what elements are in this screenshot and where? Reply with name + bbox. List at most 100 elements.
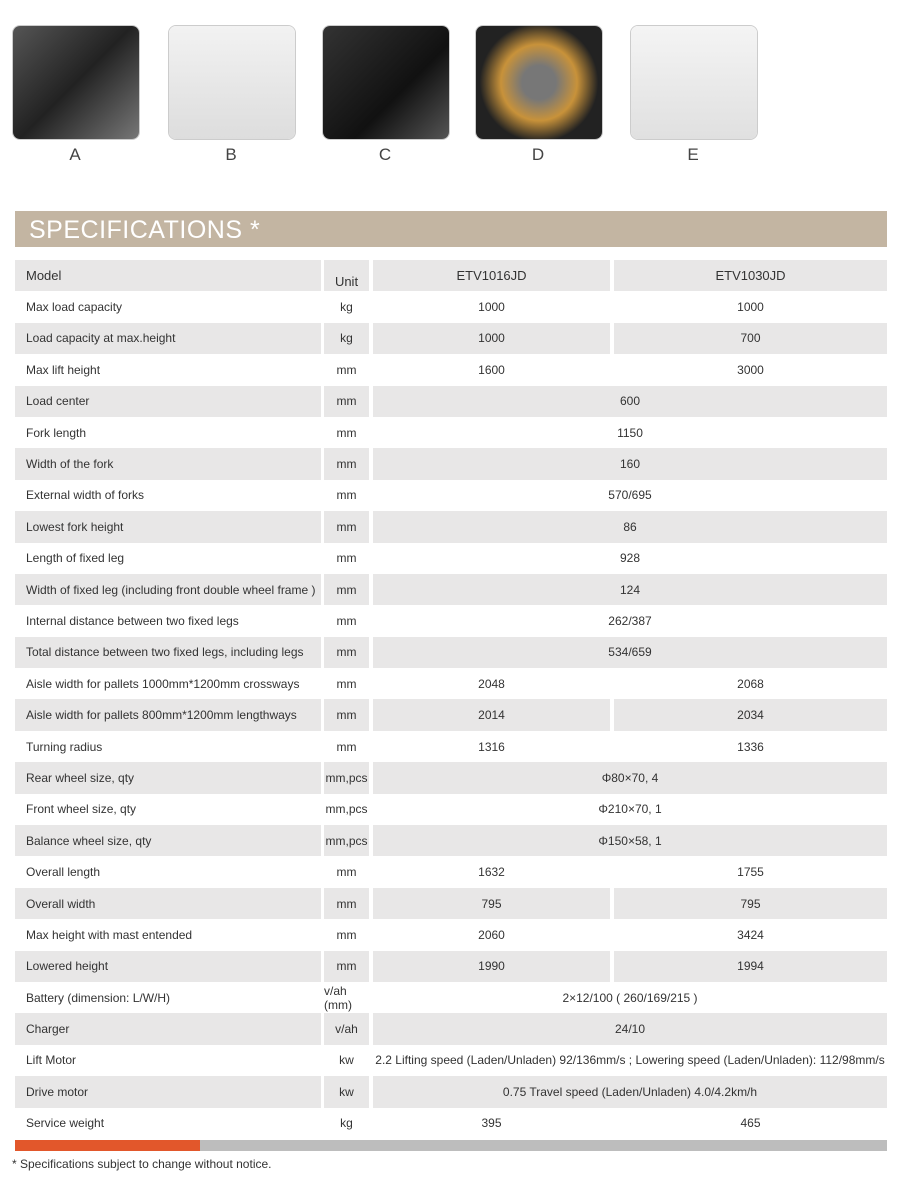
value-shared: 24/10 xyxy=(373,1013,887,1045)
spec-table: Model Unit ETV1016JD ETV1030JD Max load … xyxy=(15,260,887,1139)
section-title: SPECIFICATIONS * xyxy=(29,216,261,244)
component-photo xyxy=(476,26,602,139)
spec-unit: mm,pcs xyxy=(324,825,369,857)
value-shared: 2.2 Lifting speed (Laden/Unladen) 92/136… xyxy=(375,1053,885,1068)
table-row: Balance wheel size, qty mm,pcs Φ150×58, 1 xyxy=(15,825,887,857)
footer-bar xyxy=(200,1140,887,1151)
table-row: Overall length mm 1632 1755 xyxy=(15,856,887,887)
value-shared: 1150 xyxy=(617,425,643,440)
header-model-2: ETV1030JD xyxy=(614,260,887,292)
value-model-2: 3000 xyxy=(737,362,764,377)
spec-unit: mm xyxy=(324,699,369,731)
value-model-1: 2060 xyxy=(478,927,505,942)
table-row: Total distance between two fixed legs, i… xyxy=(15,636,887,669)
spec-label: Lift Motor xyxy=(26,1053,77,1068)
value-shared: 124 xyxy=(373,573,887,606)
table-row: Max load capacity kg 1000 1000 xyxy=(15,291,887,322)
table-row: Max lift height mm 1600 3000 xyxy=(15,354,887,385)
value-model-1: 1990 xyxy=(373,950,610,982)
value-model-1: 2048 xyxy=(478,676,505,691)
spec-label: Overall width xyxy=(15,887,321,920)
value-model-2: 1336 xyxy=(737,739,764,754)
value-model-2: 1994 xyxy=(614,950,887,982)
value-model-2: 700 xyxy=(614,322,887,355)
spec-unit: v/ah (mm) xyxy=(324,983,352,1012)
value-shared: 160 xyxy=(373,448,887,480)
value-model-1: 395 xyxy=(481,1116,502,1131)
value-model-2: 2068 xyxy=(737,676,764,691)
spec-unit: kg xyxy=(324,322,369,355)
spec-unit: mm xyxy=(336,927,357,942)
spec-label: Charger xyxy=(15,1013,321,1045)
spec-label: Aisle width for pallets 800mm*1200mm len… xyxy=(15,699,321,731)
spec-label: Front wheel size, qty xyxy=(26,802,137,817)
thumbnail-label: E xyxy=(687,145,699,164)
table-row: Lift Motor kw 2.2 Lifting speed (Laden/Unl… xyxy=(15,1045,887,1076)
table-row: Width of the fork mm 160 xyxy=(15,448,887,480)
table-row: Front wheel size, qty mm,pcs Φ210×70, 1 xyxy=(15,794,887,825)
spec-label: Service weight xyxy=(26,1116,105,1131)
spec-label: External width of forks xyxy=(26,488,145,503)
value-model-2: 1000 xyxy=(737,300,764,315)
table-row: Lowest fork height mm 86 xyxy=(15,511,887,543)
value-shared: 570/695 xyxy=(608,488,652,503)
spec-label: Max lift height xyxy=(26,362,101,377)
spec-unit: mm xyxy=(324,636,369,669)
value-shared: 928 xyxy=(619,551,641,566)
accent-bar xyxy=(15,1140,200,1151)
thumbnail-label: B xyxy=(225,145,237,164)
table-row: Max height with mast entended mm 2060 3424 xyxy=(15,919,887,950)
table-row: Lowered height mm 1990 1994 xyxy=(15,950,887,982)
component-photo xyxy=(631,26,757,139)
table-row: Turning radius mm 1316 1336 xyxy=(15,731,887,762)
table-row: Drive motor kw 0.75 Travel speed (Laden/Un… xyxy=(15,1076,887,1108)
spec-label: Width of fixed leg (including front doub… xyxy=(15,573,321,606)
spec-label: Balance wheel size, qty xyxy=(15,825,321,857)
footnote: * Specifications subject to change witho… xyxy=(12,1157,272,1171)
value-shared: Φ150×58, 1 xyxy=(373,825,887,857)
value-shared: Φ210×70, 1 xyxy=(598,802,662,817)
header-model: Model xyxy=(15,260,321,292)
spec-label: Turning radius xyxy=(26,739,103,754)
table-row: Length of fixed leg mm 928 xyxy=(15,543,887,574)
table-row: Fork length mm 1150 xyxy=(15,417,887,448)
spec-unit: mm xyxy=(336,362,357,377)
spec-label: Rear wheel size, qty xyxy=(15,762,321,794)
specifications-banner: SPECIFICATIONS * xyxy=(15,211,887,247)
thumbnail-label: A xyxy=(69,145,81,164)
table-row: Aisle width for pallets 1000mm*1200mm cr… xyxy=(15,668,887,699)
spec-label: Aisle width for pallets 1000mm*1200mm cr… xyxy=(26,676,300,691)
value-model-1: 1000 xyxy=(373,322,610,355)
spec-label: Battery (dimension: L/W/H) xyxy=(26,990,171,1005)
value-model-2: 465 xyxy=(740,1116,761,1131)
table-row: External width of forks mm 570/695 xyxy=(15,480,887,511)
spec-unit: kg xyxy=(340,1116,353,1131)
value-model-1: 1316 xyxy=(478,739,505,754)
value-model-2: 1755 xyxy=(737,865,764,880)
header-model-1: ETV1016JD xyxy=(373,260,610,292)
spec-unit: mm xyxy=(336,865,357,880)
spec-label: Width of the fork xyxy=(15,448,321,480)
spec-unit: mm xyxy=(324,511,369,543)
value-model-2: 3424 xyxy=(737,927,764,942)
spec-label: Max height with mast entended xyxy=(26,927,193,942)
spec-unit: mm xyxy=(336,613,357,628)
table-row: Load center mm 600 xyxy=(15,385,887,417)
component-photo xyxy=(323,26,449,139)
value-shared: Φ80×70, 4 xyxy=(373,762,887,794)
header-unit: Unit xyxy=(324,260,369,292)
spec-unit: kw xyxy=(339,1053,354,1068)
table-row: Internal distance between two fixed legs… xyxy=(15,605,887,636)
spec-label: Internal distance between two fixed legs xyxy=(26,613,239,628)
spec-label: Drive motor xyxy=(15,1076,321,1108)
value-shared: 86 xyxy=(373,511,887,543)
value-model-2: 795 xyxy=(614,887,887,920)
thumbnail-e xyxy=(630,25,758,140)
spec-unit: mm xyxy=(336,676,357,691)
spec-unit: kw xyxy=(324,1076,369,1108)
spec-unit: mm xyxy=(336,425,357,440)
value-model-1: 2014 xyxy=(373,699,610,731)
table-row: Overall width mm 795 795 xyxy=(15,887,887,920)
spec-label: Lowered height xyxy=(15,950,321,982)
